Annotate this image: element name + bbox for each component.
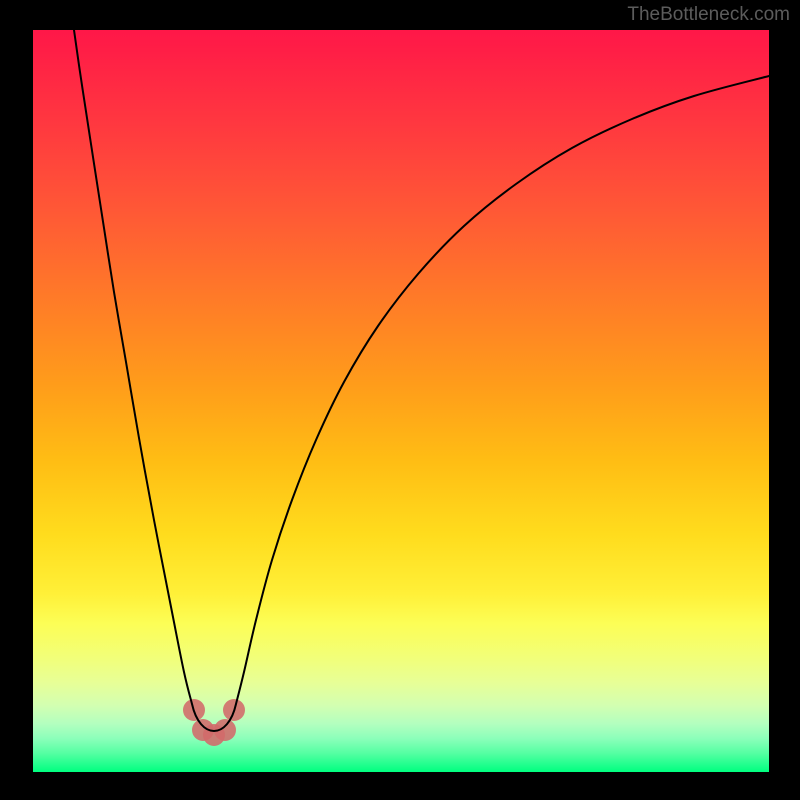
bottleneck-chart: [0, 0, 800, 800]
watermark-label: TheBottleneck.com: [627, 4, 790, 26]
plot-background-gradient: [33, 30, 769, 772]
chart-container: TheBottleneck.com: [0, 0, 800, 800]
